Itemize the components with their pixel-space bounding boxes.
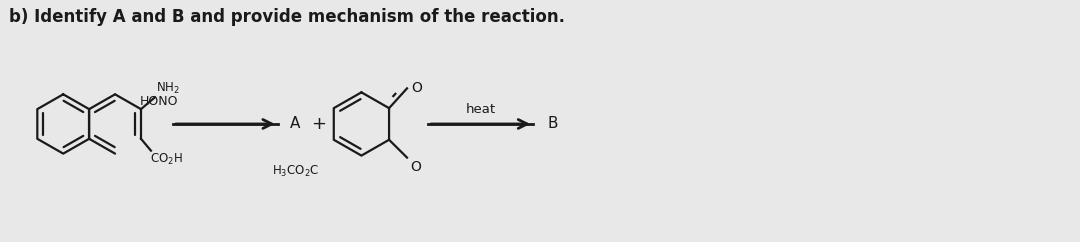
- Text: B: B: [548, 116, 558, 131]
- Text: O: O: [411, 81, 422, 95]
- Text: O: O: [410, 159, 421, 174]
- Text: HONO: HONO: [140, 95, 178, 108]
- Text: CO$_2$H: CO$_2$H: [150, 152, 183, 167]
- Text: b) Identify A and B and provide mechanism of the reaction.: b) Identify A and B and provide mechanis…: [10, 8, 565, 26]
- Text: A: A: [289, 116, 300, 131]
- Text: NH$_2$: NH$_2$: [156, 81, 179, 96]
- Text: H$_3$CO$_2$C: H$_3$CO$_2$C: [272, 164, 319, 179]
- Text: heat: heat: [465, 103, 496, 116]
- Text: +: +: [311, 115, 326, 133]
